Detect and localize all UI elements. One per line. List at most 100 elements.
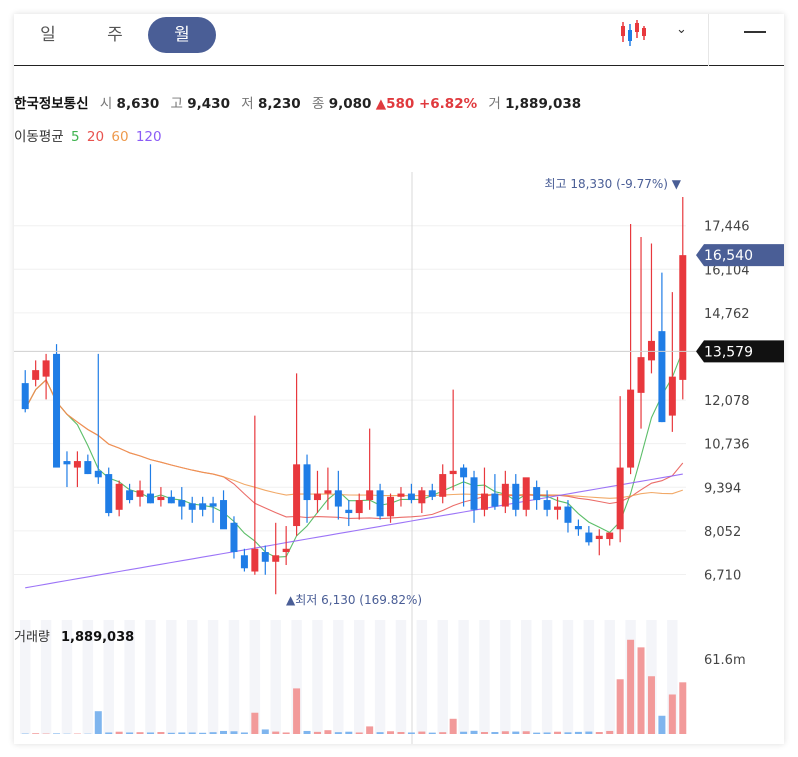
volume-bg-stripe [500,620,511,734]
candle-body [42,360,50,377]
candle-body [178,500,186,507]
candlestick-chart-icon[interactable] [618,18,650,48]
volume-bar [449,718,457,734]
volume-bg-stripe [187,620,198,734]
volume-bg-stripe [458,620,469,734]
volume-bar [303,730,311,734]
ma-5-label: 5 [70,129,80,145]
candle-body [522,477,530,510]
candle-body [595,535,603,540]
volume-bar [282,732,290,734]
volume-bg-stripe [270,620,281,734]
open-value: 8,630 [116,96,160,112]
volume-label: 거 [488,96,501,112]
volume-bg-stripe [374,620,386,734]
y-tick-label: 8,052 [704,525,741,540]
candle-body [543,500,551,510]
open-label: 시 [99,96,113,112]
volume-bg-stripe [583,620,595,734]
candle-body [658,331,666,423]
volume-bar [679,682,687,734]
ma-legend-label: 이동평균 [14,129,64,145]
volume-bar [324,730,332,734]
volume-bar [522,731,530,734]
candle-body [167,496,175,504]
volume-bg-stripe [479,620,490,734]
ma-120-label: 120 [135,129,162,145]
tab-day[interactable]: 일 [40,25,56,45]
candle-body [616,467,624,530]
candle-body [574,526,582,530]
volume-bar [366,726,374,734]
low-price-marker: ▲최저 6,130 (169.82%) [286,593,422,607]
volume-bar [167,732,175,734]
moving-average-legend: 이동평균 5 20 60 120 [14,125,165,145]
candle-body [533,487,541,501]
candle-body [84,461,92,475]
candle-body [240,555,248,569]
candle-body [501,483,509,507]
high-value: 9,430 [187,96,230,112]
y-tick-label: 12,078 [704,394,750,409]
volume-title: 거래량 [14,630,50,645]
volume-bar [439,732,447,734]
volume-bar [606,730,614,734]
volume-bar [188,732,196,734]
volume-bg-stripe [354,620,365,734]
volume-bar [616,679,624,734]
volume-bar [627,639,635,734]
candle-body [157,496,165,501]
ma-20-line [24,378,684,520]
chevron-down-icon[interactable]: ⌄ [676,22,687,37]
candle-body [230,522,238,553]
volume-bg-stripe [312,620,323,734]
volume-bar [261,729,269,734]
volume-bar [94,711,102,734]
volume-bg-stripe [541,620,553,734]
volume-bar [470,730,478,734]
candle-body [564,506,572,523]
volume-bar [480,732,488,734]
candle-body [376,490,384,517]
candle-body [637,357,645,393]
volume-bg-stripe [166,620,177,734]
candle-body [606,532,614,540]
candle-body [418,490,426,504]
price-chart[interactable]: 17,446 16,104 14,762 12,078 10,736 9,394 8,052… [14,14,784,744]
candle-body [491,493,499,507]
volume-bar [585,731,593,734]
period-tabbar: 일 주 월 ⌄ [14,14,784,66]
candle-body [345,509,353,514]
tab-month[interactable]: 월 [148,17,216,53]
candle-body [209,503,217,507]
candle-body [199,503,207,510]
candle-body [126,490,134,501]
volume-bar [554,731,562,734]
volume-bar [220,730,228,734]
change-value: ▲580 +6.82% [375,96,478,112]
volume-bar [428,732,436,734]
candle-body [366,490,374,501]
volume-bar [637,647,645,734]
candle-body [627,389,635,468]
candle-body [136,490,144,497]
volume-bg-stripe [103,620,114,734]
volume-bar [387,731,395,734]
candle-body [303,464,311,501]
volume-value: 1,889,038 [61,630,134,645]
candle-body [282,548,290,553]
volume-bar [115,731,123,734]
volume-bar [345,731,353,734]
volume-bg-stripe [562,620,574,734]
volume-bg-stripe [416,620,428,734]
current-price-label: 16,540 [704,248,753,264]
volume-bg-stripe [667,620,678,734]
y-tick-label: 17,446 [704,220,750,235]
stock-info-bar: 한국정보통신 시 8,630 고 9,430 저 8,230 종 9,080 ▲… [14,92,581,112]
menu-icon[interactable] [744,31,766,33]
candle-body [32,370,40,380]
volume-bar [240,732,248,734]
volume-bar [157,732,165,734]
y-tick-label: 16,104 [704,263,750,278]
tab-week[interactable]: 주 [107,25,123,45]
